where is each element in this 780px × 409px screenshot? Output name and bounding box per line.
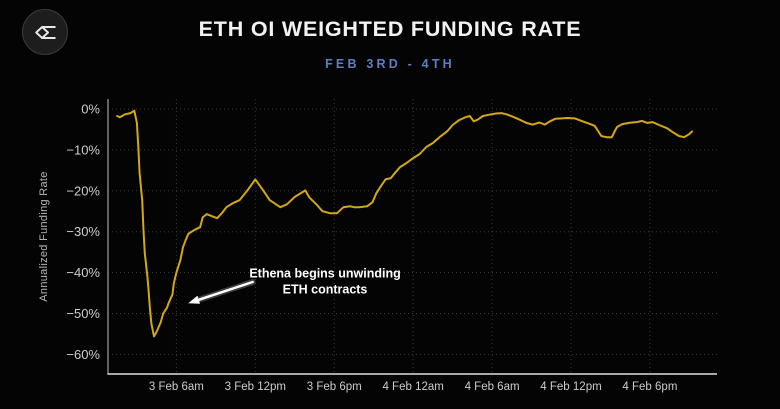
x-tick-label: 4 Feb 12am (382, 381, 443, 393)
x-tick-label: 4 Feb 12pm (540, 381, 601, 393)
y-tick-label: −50% (66, 306, 100, 321)
page-subtitle: FEB 3RD - 4TH (325, 57, 455, 71)
x-tick-label: 4 Feb 6am (465, 381, 520, 393)
funding-rate-series-line (116, 109, 693, 338)
y-tick-label: −30% (66, 224, 100, 239)
sigma-diamond-logo-icon (34, 25, 56, 39)
annotation-arrowhead-icon (188, 295, 200, 304)
y-axis-title: Annualized Funding Rate (38, 171, 50, 301)
x-tick-label: 3 Feb 12pm (225, 381, 286, 393)
y-tick-label: 0% (81, 102, 100, 117)
page-title: ETH OI WEIGHTED FUNDING RATE (198, 17, 582, 41)
x-tick-label: 3 Feb 6am (149, 381, 204, 393)
y-tick-label: −20% (66, 183, 100, 198)
y-tick-label: −10% (66, 142, 100, 157)
velo-logo-badge (22, 9, 68, 55)
y-tick-label: −40% (66, 265, 100, 280)
annotation-arrow-line (197, 280, 254, 302)
annotation-text-line2: ETH contracts (283, 282, 368, 296)
y-tick-label: −60% (66, 347, 100, 362)
x-tick-label: 3 Feb 6pm (307, 381, 362, 393)
x-tick-label: 4 Feb 6pm (622, 381, 677, 393)
annotation-text-line1: Ethena begins unwinding (249, 266, 400, 280)
